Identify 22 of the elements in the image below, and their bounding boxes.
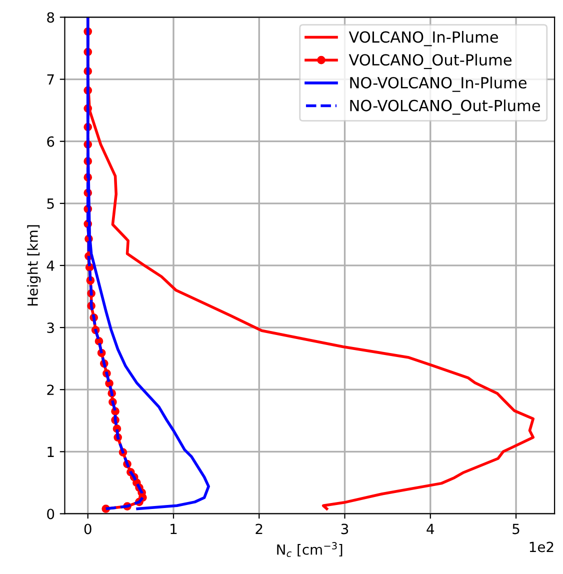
legend-label: VOLCANO_In-Plume <box>348 30 498 46</box>
y-tick-label: 4 <box>46 260 54 271</box>
y-tick-label: 3 <box>47 322 54 334</box>
y-tick-label: 0 <box>47 508 54 520</box>
x-axis-title: N$_{c}$ [cm$^{−3}$] <box>277 542 342 558</box>
y-tick-label: 5 <box>47 198 54 209</box>
x-tick-label: 1 <box>170 524 177 534</box>
y-tick-label: 7 <box>47 74 54 85</box>
legend-label: NO-VOLCANO_Out-Plume <box>350 100 540 115</box>
legend-label: NO-VOLCANO_In-Plume <box>350 76 526 92</box>
legend-label: VOLCANO_Out-Plume <box>348 54 512 70</box>
y-tick-label: 1 <box>48 446 54 457</box>
x-tick-label: 2 <box>256 524 262 534</box>
x-tick-label: 5 <box>512 524 520 534</box>
y-tick-label: 6 <box>47 136 54 147</box>
y-tick-label: 2 <box>47 384 54 395</box>
x-tick-label: 0 <box>84 524 92 534</box>
y-tick-label: 8 <box>47 12 54 23</box>
x-tick-label: 4 <box>426 524 434 534</box>
text: 1e2 <box>530 542 554 552</box>
y-axis-title: Height [km] <box>27 225 41 306</box>
x-tick-label: 3 <box>341 524 348 534</box>
